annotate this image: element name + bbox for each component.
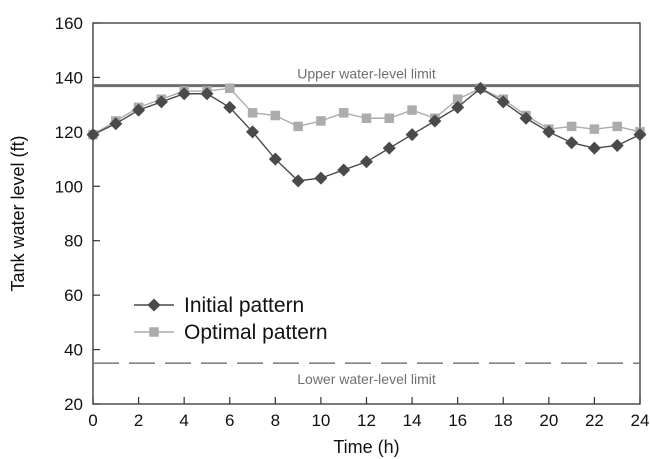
x-tick-label: 4 [179,411,188,430]
series-optimal-pattern [88,84,645,140]
data-point [360,155,373,168]
series-layer [87,82,647,188]
legend-item: Initial pattern [134,294,304,317]
y-tick-label: 60 [64,286,83,305]
legend: Initial pattern Optimal pattern [134,294,328,344]
data-point [590,124,600,134]
legend-marker [149,327,159,337]
x-tick-label: 12 [357,411,376,430]
data-point [385,114,395,124]
data-point [565,136,578,149]
y-tick-label: 160 [55,14,83,33]
y-axis-title: Tank water level (ft) [8,135,28,291]
legend-label: Initial pattern [184,294,304,317]
series-initial-pattern [87,82,647,188]
legend-marker [148,299,161,312]
legend-item: Optimal pattern [134,321,328,344]
data-point [337,163,350,176]
data-point [588,142,601,155]
data-point [316,116,326,126]
x-tick-label: 16 [448,411,467,430]
legend-label: Optimal pattern [184,321,328,344]
x-axis-title: Time (h) [333,437,399,457]
x-tick-label: 0 [88,411,97,430]
data-point [314,172,327,185]
data-point [567,122,577,131]
y-tick-label: 100 [55,177,83,196]
x-tick-label: 18 [494,411,513,430]
data-point [383,142,396,155]
data-point [407,105,417,115]
data-point [271,111,281,121]
x-axis: 0 2 4 6 8 10 12 14 16 18 20 22 24 [88,397,649,430]
x-tick-label: 2 [134,411,143,430]
data-point [612,122,622,131]
data-point [248,108,258,118]
data-point [362,114,372,124]
y-tick-label: 120 [55,123,83,142]
data-point [406,128,419,141]
x-tick-label: 10 [311,411,330,430]
x-tick-label: 14 [403,411,422,430]
x-tick-label: 20 [539,411,558,430]
data-point [225,84,235,94]
data-point [339,108,349,118]
x-tick-label: 6 [225,411,234,430]
x-tick-label: 22 [585,411,604,430]
lower-limit-label: Lower water-level limit [297,371,436,387]
y-tick-label: 140 [55,68,83,87]
y-tick-label: 20 [64,395,83,414]
data-point [611,139,624,152]
data-point [293,122,303,131]
y-tick-label: 80 [64,232,83,251]
x-tick-label: 24 [631,411,650,430]
y-tick-label: 40 [64,341,83,360]
series-line [93,88,640,134]
upper-limit-label: Upper water-level limit [297,66,436,82]
x-tick-label: 8 [271,411,280,430]
